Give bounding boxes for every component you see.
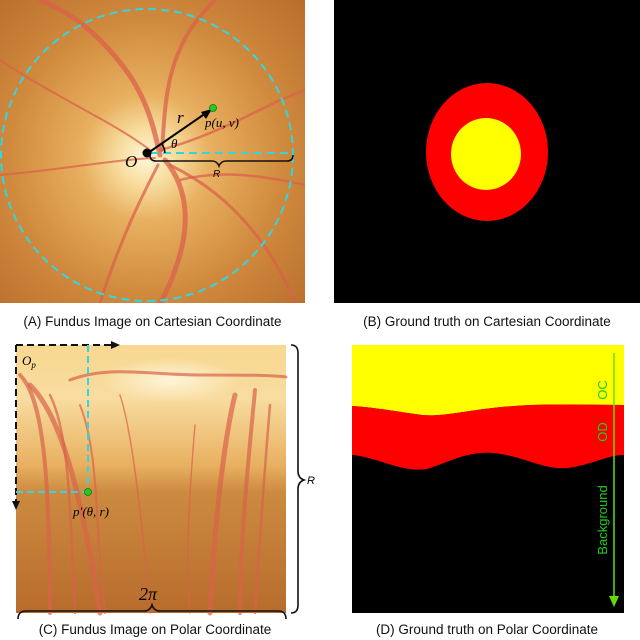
radius-brace: [149, 154, 294, 169]
label-theta: θ: [171, 136, 178, 151]
width-brace: [17, 602, 287, 620]
point-p-prime: [84, 488, 92, 496]
point-p: [209, 104, 217, 112]
origin-dot: [142, 148, 152, 158]
label-r: r: [177, 108, 184, 127]
label-background: Background: [595, 485, 610, 554]
label-origin: O: [125, 152, 137, 171]
fundus-cartesian-image: r θ p(u, v) O R: [0, 0, 305, 303]
caption-b: (B) Ground truth on Cartesian Coordinate: [363, 314, 611, 329]
down-arrow-icon: [609, 596, 619, 607]
label-oc: OC: [595, 380, 610, 400]
panel-d-ground-truth-polar: OC OD Background: [352, 345, 624, 613]
caption-c: (C) Fundus Image on Polar Coordinate: [38, 622, 272, 637]
panel-c-fundus-polar: Op p′(θ, r) 2π R: [0, 335, 330, 620]
arrow-head-icon: [201, 109, 212, 119]
optic-disc-band: [352, 404, 624, 470]
r-axis-arrow-icon: [12, 501, 20, 510]
label-R: R: [213, 169, 220, 180]
optic-cup-band: [352, 345, 624, 416]
label-point-p: p(u, v): [204, 115, 239, 130]
label-2pi: 2π: [139, 584, 158, 604]
panel-b-ground-truth-cartesian: [334, 0, 640, 303]
panel-a-fundus-cartesian: r θ p(u, v) O R: [0, 0, 305, 303]
caption-d: (D) Ground truth on Polar Coordinate: [375, 622, 599, 637]
height-brace: [290, 344, 307, 614]
label-od: OD: [595, 422, 610, 442]
label-R-polar: R: [307, 475, 315, 487]
optic-cup-region: [451, 118, 521, 190]
fundus-polar-image: Op p′(θ, r) 2π R: [12, 341, 315, 620]
caption-a: (A) Fundus Image on Cartesian Coordinate: [23, 314, 282, 329]
label-point-p-prime: p′(θ, r): [72, 504, 109, 519]
theta-axis-arrow-icon: [111, 341, 120, 349]
